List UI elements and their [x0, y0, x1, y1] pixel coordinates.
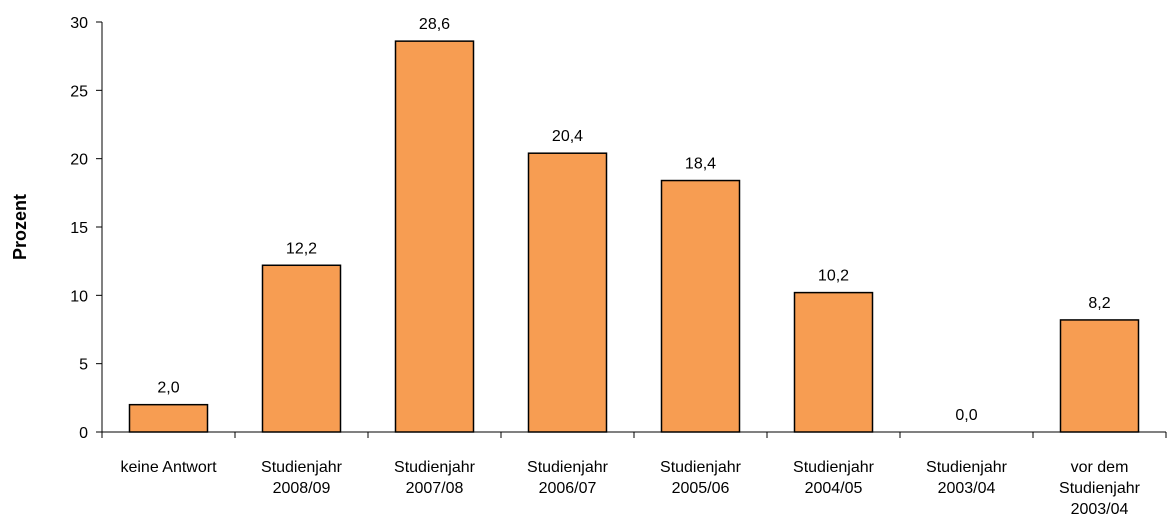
x-tick-label: Studienjahr: [394, 459, 476, 476]
x-axis: [101, 431, 1167, 438]
bar: [660, 179, 741, 433]
y-tick-label: 5: [79, 357, 88, 374]
x-tick-label: Studienjahr: [261, 459, 343, 476]
data-label: 0,0: [955, 407, 977, 424]
category-labels: keine Antwort Studienjahr 2008/09 Studienja…: [120, 459, 1140, 518]
y-tick-label: 15: [70, 220, 88, 237]
value-labels: 2,0 12,2 28,6 20,4 18,4 10,2 0,0 8,2: [157, 16, 1110, 424]
data-label: 8,2: [1088, 295, 1110, 312]
x-tick-label: 2006/07: [539, 480, 597, 497]
data-label: 10,2: [818, 268, 849, 285]
x-tick-label: 2007/08: [406, 480, 464, 497]
data-label: 12,2: [286, 240, 317, 257]
x-tick-label: 2003/04: [1071, 501, 1129, 518]
x-tick-label: 2004/05: [805, 480, 863, 497]
data-label: 18,4: [685, 156, 716, 173]
y-axis-label: Prozent: [10, 194, 30, 260]
y-tick-label: 30: [70, 15, 88, 32]
x-tick-label: Studienjahr: [926, 459, 1008, 476]
x-tick-label: Studienjahr: [660, 459, 742, 476]
data-label: 20,4: [552, 128, 583, 145]
x-tick-label: Studienjahr: [527, 459, 609, 476]
y-tick-label: 25: [70, 83, 88, 100]
x-tick-label: vor dem: [1071, 459, 1129, 476]
data-label: 28,6: [419, 16, 450, 33]
x-tick-label: Studienjahr: [793, 459, 875, 476]
bar: [793, 291, 874, 433]
y-tick-label: 20: [70, 152, 88, 169]
bar: [261, 264, 342, 433]
x-tick-label: Studienjahr: [1059, 480, 1141, 497]
x-tick-label: keine Antwort: [120, 459, 217, 476]
y-tick-label: 0: [79, 425, 88, 442]
bar: [394, 40, 475, 433]
bars: [128, 40, 1140, 433]
bar: [527, 152, 608, 433]
data-label: 2,0: [157, 380, 179, 397]
x-tick-label: 2003/04: [938, 480, 996, 497]
y-tick-label: 10: [70, 288, 88, 305]
bar: [128, 403, 209, 433]
y-axis: 0 5 10 15 20 25 30: [70, 15, 103, 442]
x-tick-label: 2005/06: [672, 480, 730, 497]
x-tick-label: 2008/09: [273, 480, 331, 497]
bar: [1059, 319, 1140, 433]
